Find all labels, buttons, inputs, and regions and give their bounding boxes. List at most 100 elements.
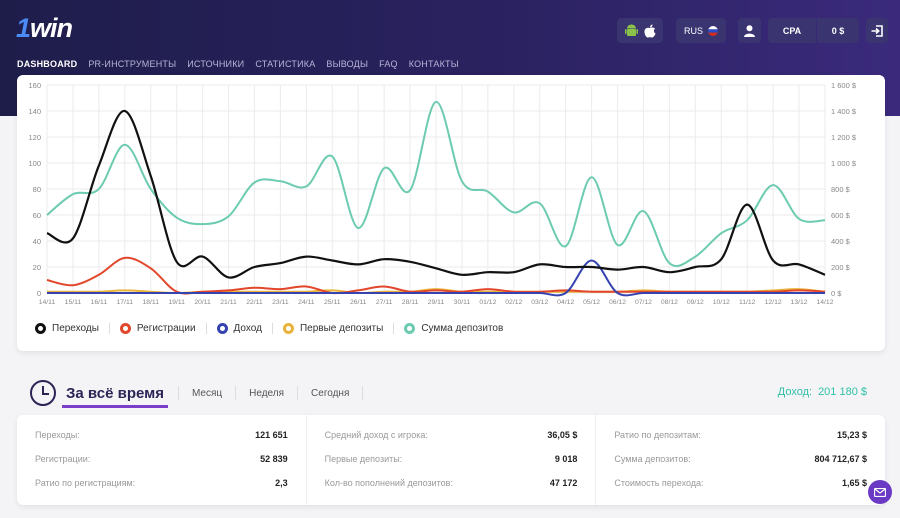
- stat-label: Первые депозиты:: [324, 454, 403, 464]
- stat-row: Переходы: 121 651: [35, 423, 288, 447]
- nav-withdrawals[interactable]: ВЫВОДЫ: [326, 59, 369, 69]
- x-tick-label: 24/11: [298, 299, 315, 306]
- x-tick-label: 16/11: [91, 299, 108, 306]
- y-tick-label-right: 1 000 $: [831, 159, 857, 168]
- logout-icon: [871, 24, 883, 37]
- stat-value: 52 839: [260, 454, 288, 464]
- y-tick-label-left: 80: [33, 185, 41, 194]
- stat-label: Стоимость перехода:: [614, 478, 704, 488]
- income-value: 201 180 $: [818, 386, 867, 398]
- legend-dot: [119, 323, 131, 334]
- legend-item-first-deposits[interactable]: Первые депозиты: [273, 323, 395, 334]
- series-line-deposit-sum: [46, 100, 826, 267]
- brand-logo[interactable]: 1win: [16, 13, 73, 43]
- legend-label: Доход: [233, 323, 262, 334]
- apple-icon: [643, 24, 655, 38]
- x-tick-label: 06/12: [609, 299, 626, 306]
- y-tick-label-left: 120: [28, 133, 41, 142]
- x-tick-label: 13/12: [791, 299, 808, 306]
- clock-icon: [30, 380, 56, 406]
- stat-row: Стоимость перехода: 1,65 $: [614, 471, 867, 495]
- x-tick-label: 30/11: [454, 299, 471, 306]
- y-tick-label-left: 60: [33, 211, 41, 220]
- tab-today[interactable]: Сегодня: [297, 386, 364, 400]
- tab-all-time[interactable]: За всё время: [62, 384, 168, 408]
- x-tick-label: 01/12: [479, 299, 496, 306]
- x-tick-label: 23/11: [272, 299, 289, 306]
- nav-sources[interactable]: ИСТОЧНИКИ: [187, 59, 245, 69]
- x-tick-label: 21/11: [220, 299, 237, 306]
- stat-label: Кол-во пополнений депозитов:: [324, 478, 453, 488]
- nav-dashboard[interactable]: DASHBOARD: [17, 59, 78, 69]
- tab-week[interactable]: Неделя: [235, 386, 297, 400]
- legend-label: Регистрации: [136, 323, 196, 334]
- stat-label: Переходы:: [35, 430, 80, 440]
- x-tick-label: 12/12: [765, 299, 782, 306]
- x-tick-label: 11/12: [739, 299, 756, 306]
- stat-row: Ратио по регистрациям: 2,3: [35, 471, 288, 495]
- stats-column: Средний доход с игрока: 36,05 $ Первые де…: [307, 415, 597, 505]
- x-tick-label: 02/12: [505, 299, 522, 306]
- android-icon: [624, 24, 638, 36]
- stat-value: 15,23 $: [836, 430, 868, 440]
- cpa-button[interactable]: CPA: [768, 18, 816, 43]
- x-tick-label: 26/11: [350, 299, 367, 306]
- legend-item-transitions[interactable]: Переходы: [35, 323, 110, 334]
- mail-icon: [874, 487, 886, 497]
- nav-pr-tools[interactable]: PR-ИНСТРУМЕНТЫ: [88, 59, 177, 69]
- y-tick-label-right: 1 400 $: [831, 107, 857, 116]
- y-tick-label-left: 40: [33, 237, 41, 246]
- y-tick-label-right: 200 $: [831, 263, 851, 272]
- legend-item-income[interactable]: Доход: [207, 323, 273, 334]
- x-tick-label: 18/11: [142, 299, 159, 306]
- legend-item-deposit-sum[interactable]: Сумма депозитов: [394, 323, 513, 334]
- stat-row: Кол-во пополнений депозитов: 47 172: [325, 471, 578, 495]
- x-tick-label: 25/11: [324, 299, 341, 306]
- series-line-transitions: [46, 109, 826, 279]
- stat-value: 36,05 $: [547, 430, 578, 440]
- legend-label: Сумма депозитов: [421, 323, 504, 334]
- series-line-income: [47, 259, 825, 297]
- x-tick-label: 09/12: [687, 299, 704, 306]
- legend-item-registrations[interactable]: Регистрации: [110, 323, 207, 334]
- x-tick-label: 07/12: [635, 299, 652, 306]
- x-tick-label: 17/11: [117, 299, 134, 306]
- nav-statistics[interactable]: СТАТИСТИКА: [255, 59, 316, 69]
- x-tick-label: 29/11: [428, 299, 445, 306]
- apps-button[interactable]: [617, 18, 663, 43]
- stat-value: 121 651: [255, 430, 288, 440]
- logout-button[interactable]: [866, 18, 888, 43]
- series-line-registrations: [46, 256, 826, 295]
- stat-row: Сумма депозитов: 804 712,67 $: [614, 447, 867, 471]
- tab-month[interactable]: Месяц: [177, 386, 235, 400]
- stat-label: Ратио по регистрациям:: [35, 478, 136, 488]
- y-tick-label-right: 400 $: [831, 237, 851, 246]
- stat-label: Сумма депозитов:: [614, 454, 691, 464]
- stat-value: 2,3: [275, 478, 288, 488]
- y-tick-label-right: 0 $: [831, 289, 842, 298]
- user-icon: [744, 24, 755, 37]
- stat-value: 1,65 $: [841, 478, 868, 488]
- stat-value: 9 018: [554, 454, 578, 464]
- x-tick-label: 15/11: [65, 299, 82, 306]
- language-button[interactable]: RUS: [676, 18, 726, 43]
- x-tick-label: 27/11: [376, 299, 393, 306]
- stats-column: Переходы: 121 651 Регистрации: 52 839 Рати…: [17, 415, 307, 505]
- balance-display[interactable]: 0 $: [817, 18, 859, 43]
- y-tick-label-left: 160: [28, 81, 41, 90]
- mail-button[interactable]: [868, 480, 892, 504]
- income-label: Доход:: [777, 386, 813, 398]
- y-tick-label-right: 800 $: [831, 185, 851, 194]
- nav-faq[interactable]: FAQ: [379, 59, 398, 69]
- legend-label: Первые депозиты: [299, 323, 384, 334]
- y-tick-label-left: 100: [28, 159, 41, 168]
- profile-button[interactable]: [738, 18, 761, 43]
- stat-label: Регистрации:: [35, 454, 91, 464]
- legend-dot: [404, 323, 416, 334]
- y-tick-label-left: 140: [28, 107, 41, 116]
- x-tick-label: 22/11: [246, 299, 263, 306]
- nav-contacts[interactable]: КОНТАКТЫ: [408, 59, 459, 69]
- line-chart: 0 0 $ 20 200 $ 40 400 $ 60 600 $ 80 800 $ 100 1 000…: [28, 81, 857, 306]
- stat-value: 804 712,67 $: [814, 454, 868, 464]
- chart-card: 0 0 $ 20 200 $ 40 400 $ 60 600 $ 80 800 $ 100 1 000…: [17, 75, 885, 351]
